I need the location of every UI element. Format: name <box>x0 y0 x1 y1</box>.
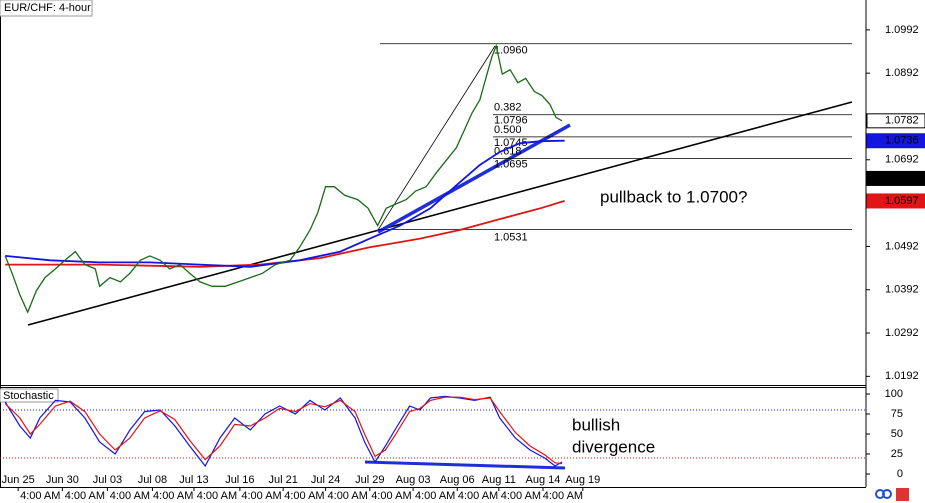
time-label: 4:00 AM <box>371 490 411 502</box>
price-badge <box>866 133 925 149</box>
fib-price: 1.0796 <box>494 115 528 127</box>
time-label: 4:00 AM <box>284 490 324 502</box>
x-tick-label: Jul 16 <box>225 474 254 486</box>
stochastic-line <box>4 396 563 465</box>
annotation: pullback to 1.0700? <box>600 187 747 206</box>
x-tick-label: Aug 19 <box>565 474 600 486</box>
panel-title: Stochastic <box>3 390 54 402</box>
fib-anchor-line <box>377 45 496 231</box>
subtitle-box <box>0 388 59 403</box>
link-icon[interactable] <box>882 489 892 499</box>
fib-ratio: 0.618 <box>494 145 522 157</box>
time-label: 4:00 AM <box>153 490 193 502</box>
y-tick-label: 100 <box>885 388 903 400</box>
fib-ratio: 0.382 <box>494 102 522 114</box>
close-icon[interactable] <box>896 488 909 501</box>
time-label: 4:00 AM <box>20 490 60 502</box>
time-label: 4:00 AM <box>543 490 583 502</box>
trend-line <box>27 101 853 326</box>
fib-ratio: 0.500 <box>494 124 522 136</box>
title-box <box>0 0 93 17</box>
y-tick-label: 1.0692 <box>885 154 919 166</box>
y-tick-label: 1.0192 <box>885 370 919 382</box>
time-label: 4:00 AM <box>197 490 237 502</box>
x-tick-label: Jul 08 <box>138 474 167 486</box>
price-badge <box>866 170 925 186</box>
price-line <box>4 43 563 314</box>
y-tick-label: 1.0492 <box>885 240 919 252</box>
x-tick-label: Jul 03 <box>93 474 122 486</box>
time-label: 4:00 AM <box>65 490 105 502</box>
toolbar-icons[interactable] <box>875 488 909 501</box>
price-badge-label: 1.0736 <box>885 135 919 147</box>
fib-price: 1.0960 <box>494 45 528 57</box>
x-tick-label: Aug 03 <box>396 474 431 486</box>
time-label: 4:00 AM <box>458 490 498 502</box>
price-badge-label: 1.0782 <box>885 115 919 127</box>
x-tick-label: Jul 29 <box>355 474 384 486</box>
time-label: 4:00 AM <box>415 490 455 502</box>
annotation: bullish <box>572 415 620 434</box>
time-label: 4:00 AM <box>110 490 150 502</box>
fib-price: 1.0531 <box>494 231 528 243</box>
x-tick-label: Aug 11 <box>482 474 516 486</box>
x-tick-label: Jun 30 <box>46 474 79 486</box>
annotation: divergence <box>572 437 655 456</box>
y-tick-label: 1.0992 <box>885 24 919 36</box>
y-tick-label: 1.0892 <box>885 67 919 79</box>
y-tick-label: 1.0392 <box>885 284 919 296</box>
time-label: 4:00 AM <box>241 490 281 502</box>
fib-price: 1.0745 <box>494 137 528 149</box>
fib-price: 1.0695 <box>494 158 528 170</box>
y-tick-label: 75 <box>891 408 903 420</box>
y-tick-label: 25 <box>891 448 903 460</box>
chart-title: EUR/CHF: 4-hour <box>4 2 91 14</box>
x-tick-label: Jul 21 <box>269 474 298 486</box>
x-tick-label: Jul 13 <box>179 474 208 486</box>
time-label: 4:00 AM <box>328 490 368 502</box>
price-badge <box>866 113 925 129</box>
moving-average <box>5 139 565 268</box>
support-line <box>377 123 571 234</box>
price-badge-label: 1.0649 <box>885 172 919 184</box>
divergence-line <box>364 460 566 470</box>
y-tick-label: 0 <box>897 468 903 480</box>
x-tick-label: Jul 24 <box>311 474 340 486</box>
price-badge-label: 1.0597 <box>885 195 919 207</box>
x-tick-label: Aug 14 <box>526 474 561 486</box>
time-label: 4:00 AM <box>501 490 541 502</box>
y-tick-label: 1.0292 <box>885 327 919 339</box>
price-badge <box>866 193 925 209</box>
x-tick-label: Aug 06 <box>440 474 475 486</box>
y-tick-label: 50 <box>891 428 903 440</box>
x-tick-label: Jun 25 <box>2 474 35 486</box>
